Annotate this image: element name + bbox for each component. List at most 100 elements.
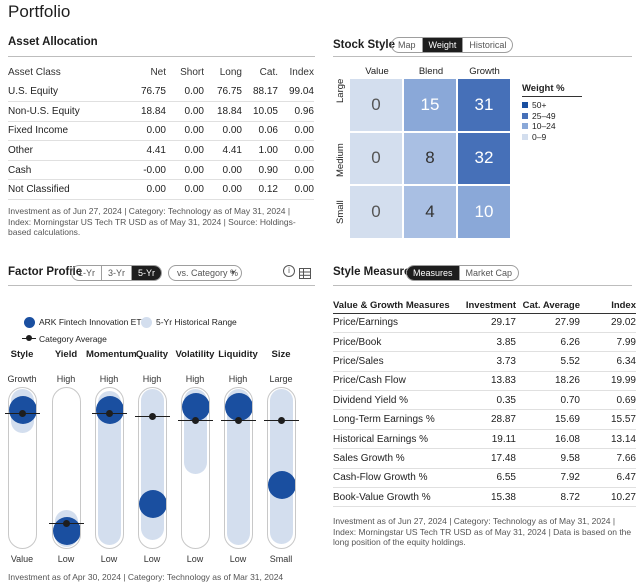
- short-cell: 0.00: [166, 140, 204, 161]
- table-view-icon[interactable]: [299, 266, 311, 279]
- stock-style-tabs: Map Weight Historical: [391, 37, 514, 53]
- measure-name-cell: Book-Value Growth %: [333, 487, 463, 508]
- factor-category-marker: [192, 416, 199, 424]
- measure-index-cell: 19.99: [580, 371, 636, 392]
- factor-fund-marker: [139, 489, 166, 518]
- long-cell: 0.00: [204, 160, 242, 181]
- tab-1yr[interactable]: 1-Yr: [72, 266, 103, 280]
- factor-fund-marker: [225, 393, 252, 422]
- tab-map[interactable]: Map: [392, 38, 423, 52]
- factor-top-label: Large: [269, 374, 293, 384]
- factor-track: [138, 387, 167, 549]
- index-cell: 0.00: [278, 160, 314, 181]
- table-row: Price/Cash Flow 13.83 18.26 19.99: [333, 371, 636, 392]
- factor-period-tabs: 1-Yr 3-Yr 5-Yr: [71, 265, 163, 281]
- factor-bottom-label: Low: [57, 554, 75, 564]
- style-cell-small-blend[interactable]: 4: [404, 186, 456, 238]
- factor-historical-range: [227, 389, 250, 546]
- investment-cell: 15.38: [463, 487, 516, 508]
- cat-average-cell: 5.52: [516, 351, 580, 372]
- col-label-value: Value: [365, 66, 389, 77]
- style-cell-large-value[interactable]: 0: [350, 79, 402, 131]
- tab-measures[interactable]: Measures: [407, 266, 460, 280]
- measure-index-cell: 13.14: [580, 429, 636, 450]
- factor-category-marker: [235, 416, 242, 424]
- measure-name-cell: Price/Cash Flow: [333, 371, 463, 392]
- index-cell: 99.04: [278, 82, 314, 103]
- style-cell-medium-value[interactable]: 0: [350, 132, 402, 184]
- table-row: Historical Earnings % 19.11 16.08 13.14: [333, 429, 636, 450]
- net-cell: 76.75: [128, 82, 166, 103]
- table-row: U.S. Equity 76.75 0.00 76.75 88.17 99.04: [8, 82, 314, 103]
- factor-fund-marker: [96, 396, 123, 425]
- cat-average-cell: 8.72: [516, 487, 580, 508]
- measure-index-cell: 0.69: [580, 390, 636, 411]
- tab-5yr[interactable]: 5-Yr: [132, 266, 162, 280]
- cat-average-cell: 15.69: [516, 409, 580, 430]
- legend-label: 10–24: [532, 121, 556, 132]
- chevron-down-icon: ▾: [230, 268, 235, 277]
- legend-swatch: [522, 102, 528, 109]
- col-long: Long: [219, 66, 242, 78]
- asset-allocation-table: Asset Class Net Short Long Cat. Index U.…: [8, 62, 314, 201]
- factor-top-label: High: [56, 374, 76, 384]
- long-cell: 0.00: [204, 121, 242, 142]
- long-cell: 18.84: [204, 101, 242, 122]
- measure-index-cell: 7.66: [580, 448, 636, 469]
- weight-legend-item: 25–49: [522, 111, 582, 122]
- factor-top-label: High: [228, 374, 248, 384]
- factor-top-label: High: [99, 374, 119, 384]
- factor-category-marker: [63, 519, 70, 527]
- factor-fund-marker: [182, 393, 209, 422]
- factor-name: Volatility: [175, 349, 215, 360]
- style-cell-small-value[interactable]: 0: [350, 186, 402, 238]
- tab-3yr[interactable]: 3-Yr: [102, 266, 133, 280]
- style-cell-large-growth[interactable]: 31: [458, 79, 510, 131]
- measure-name-cell: Price/Earnings: [333, 313, 463, 333]
- col-short: Short: [180, 66, 204, 78]
- net-cell: 0.00: [128, 179, 166, 201]
- factor-fund-marker: [9, 396, 36, 425]
- style-cell-medium-blend[interactable]: 8: [404, 132, 456, 184]
- net-cell: 4.41: [128, 140, 166, 161]
- tab-weight[interactable]: Weight: [422, 38, 464, 52]
- index-cell: 0.00: [278, 121, 314, 142]
- asset-allocation-note: Investment as of Jun 27, 2024 | Category…: [8, 206, 296, 237]
- cat-cell: 0.12: [242, 179, 278, 201]
- factor-bottom-label: Low: [229, 554, 247, 564]
- tab-market-cap[interactable]: Market Cap: [465, 268, 513, 278]
- style-cell-small-growth[interactable]: 10: [458, 186, 510, 238]
- style-cell-large-blend[interactable]: 15: [404, 79, 456, 131]
- tab-historical[interactable]: Historical: [469, 40, 507, 50]
- measure-name-cell: Sales Growth %: [333, 448, 463, 469]
- compare-select[interactable]: vs. Category % ▾: [168, 265, 242, 281]
- range-legend-label: 5-Yr Historical Range: [156, 317, 237, 327]
- style-cell-medium-growth[interactable]: 32: [458, 132, 510, 184]
- investment-cell: 0.35: [463, 390, 516, 411]
- investment-cell: 3.73: [463, 351, 516, 372]
- investment-cell: 3.85: [463, 332, 516, 353]
- cat-cell: 1.00: [242, 140, 278, 161]
- table-row: Dividend Yield % 0.35 0.70 0.69: [333, 390, 636, 411]
- info-icon[interactable]: i: [283, 265, 295, 277]
- factor-bottom-label: Low: [143, 554, 161, 564]
- asset-class-cell: Not Classified: [8, 179, 128, 201]
- cat-average-cell: 18.26: [516, 371, 580, 392]
- factor-profile-chart: Style Growth Value Yield High Low Momentum High…: [5, 349, 317, 566]
- factor-top-label: Growth: [7, 374, 37, 384]
- table-row: Cash-Flow Growth % 6.55 7.92 6.47: [333, 468, 636, 489]
- measure-name-cell: Price/Sales: [333, 351, 463, 372]
- short-cell: 0.00: [166, 101, 204, 122]
- short-cell: 0.00: [166, 179, 204, 201]
- factor-track: [267, 387, 296, 549]
- index-cell: 0.00: [278, 140, 314, 161]
- weight-legend-item: 50+: [522, 100, 582, 111]
- stock-style-title: Stock Style: [333, 39, 395, 51]
- factor-name: Momentum: [86, 349, 137, 360]
- col-label-blend: Blend: [418, 66, 444, 77]
- factor-fund-marker: [268, 471, 295, 500]
- table-row: Price/Sales 3.73 5.52 6.34: [333, 351, 636, 372]
- factor-category-marker: [278, 416, 285, 424]
- weight-legend-item: 10–24: [522, 121, 582, 132]
- measure-index-cell: 6.34: [580, 351, 636, 372]
